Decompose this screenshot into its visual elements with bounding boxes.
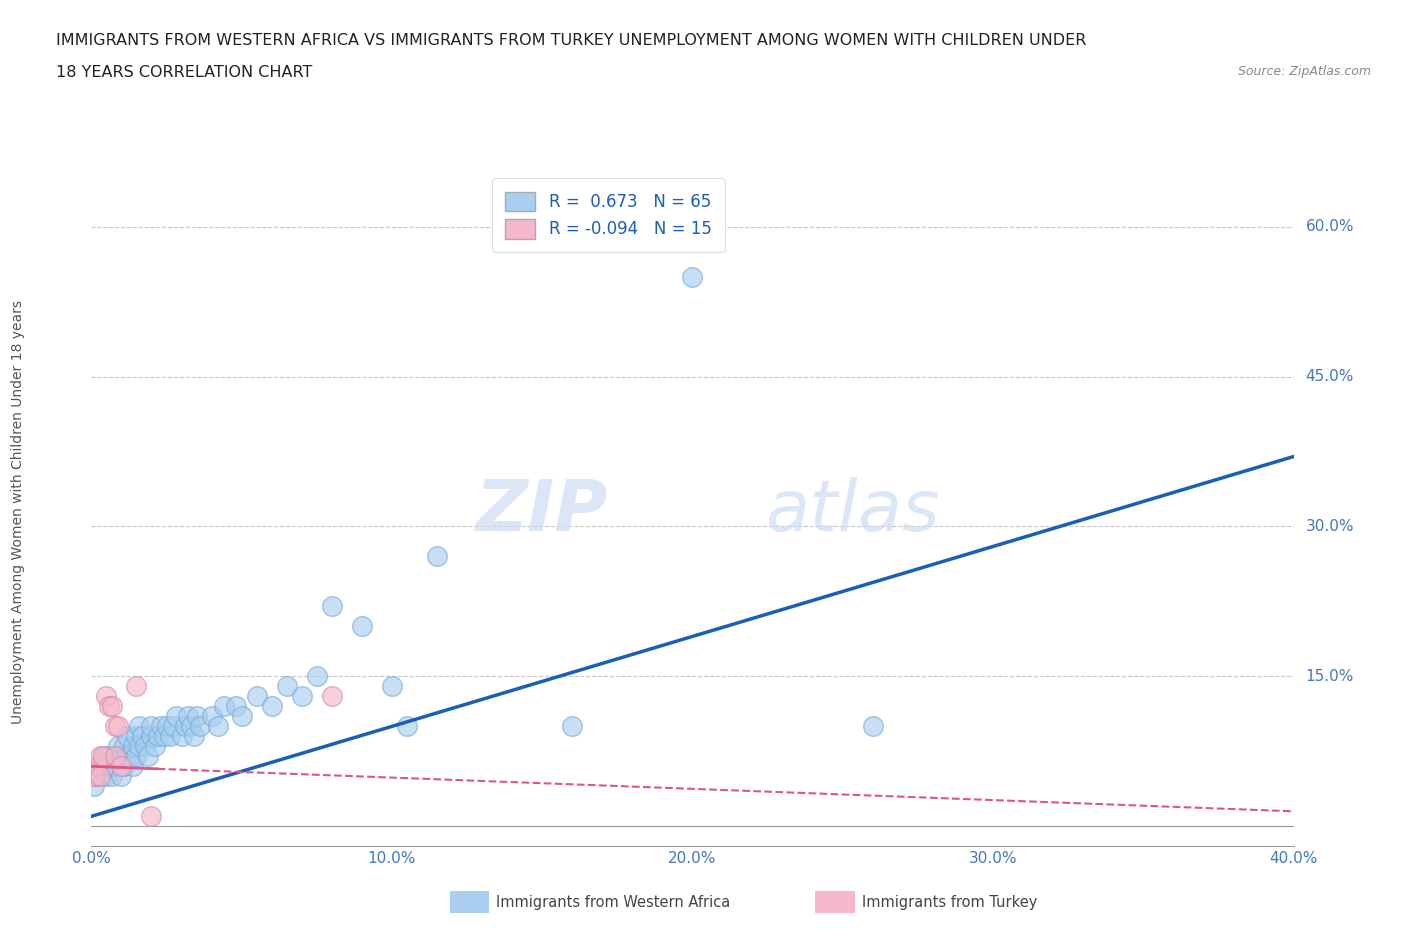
Point — [93, 759, 115, 774]
Point — [110, 759, 132, 774]
Point — [98, 759, 121, 774]
Point — [138, 749, 160, 764]
Point — [395, 719, 418, 734]
Point — [207, 719, 229, 734]
Point — [152, 729, 174, 744]
Point — [96, 769, 118, 784]
Point — [110, 749, 132, 764]
Point — [201, 709, 224, 724]
Point — [104, 749, 127, 764]
Point — [143, 739, 166, 754]
Point — [321, 689, 343, 704]
Point — [128, 739, 150, 754]
Point — [104, 719, 127, 734]
Point — [86, 759, 108, 774]
Point — [104, 759, 127, 774]
Legend: R =  0.673   N = 65, R = -0.094   N = 15: R = 0.673 N = 65, R = -0.094 N = 15 — [492, 179, 724, 252]
Point — [246, 689, 269, 704]
Point — [101, 759, 124, 774]
Point — [134, 739, 156, 754]
Point — [120, 749, 142, 764]
Point — [176, 709, 198, 724]
Point — [188, 719, 211, 734]
Point — [162, 719, 184, 734]
Text: Unemployment Among Women with Children Under 18 years: Unemployment Among Women with Children U… — [11, 299, 25, 724]
Text: 15.0%: 15.0% — [1306, 669, 1354, 684]
Text: 60.0%: 60.0% — [1306, 219, 1354, 234]
Point — [159, 729, 181, 744]
Point — [93, 749, 115, 764]
Point — [146, 729, 169, 744]
Point — [98, 749, 121, 764]
Point — [96, 689, 118, 704]
Point — [291, 689, 314, 704]
Point — [170, 729, 193, 744]
Text: atlas: atlas — [765, 477, 939, 546]
Text: IMMIGRANTS FROM WESTERN AFRICA VS IMMIGRANTS FROM TURKEY UNEMPLOYMENT AMONG WOME: IMMIGRANTS FROM WESTERN AFRICA VS IMMIGR… — [56, 33, 1087, 47]
Point — [426, 549, 449, 564]
Point — [125, 749, 148, 764]
Point — [131, 729, 153, 744]
Point — [155, 719, 177, 734]
Point — [350, 619, 373, 634]
Point — [561, 719, 583, 734]
Point — [305, 669, 328, 684]
Point — [862, 719, 884, 734]
Point — [83, 779, 105, 794]
Point — [98, 699, 121, 714]
Point — [128, 719, 150, 734]
Point — [122, 739, 145, 754]
Point — [212, 699, 235, 714]
Point — [107, 719, 129, 734]
Text: Source: ZipAtlas.com: Source: ZipAtlas.com — [1237, 65, 1371, 78]
Point — [122, 759, 145, 774]
Point — [117, 749, 139, 764]
Text: 45.0%: 45.0% — [1306, 369, 1354, 384]
Point — [86, 769, 108, 784]
Text: 18 YEARS CORRELATION CHART: 18 YEARS CORRELATION CHART — [56, 65, 312, 80]
Text: Immigrants from Turkey: Immigrants from Turkey — [862, 895, 1038, 910]
Point — [110, 769, 132, 784]
Point — [96, 749, 118, 764]
Point — [231, 709, 253, 724]
Point — [114, 739, 136, 754]
Point — [141, 729, 163, 744]
Point — [186, 709, 208, 724]
Point — [141, 719, 163, 734]
Point — [183, 729, 205, 744]
Point — [225, 699, 247, 714]
Point — [83, 769, 105, 784]
Point — [117, 729, 139, 744]
Point — [89, 759, 111, 774]
Point — [381, 679, 404, 694]
Point — [107, 749, 129, 764]
Point — [180, 719, 202, 734]
Point — [173, 719, 195, 734]
Text: Immigrants from Western Africa: Immigrants from Western Africa — [496, 895, 731, 910]
Point — [101, 699, 124, 714]
Point — [125, 729, 148, 744]
Point — [107, 739, 129, 754]
Text: ZIP: ZIP — [477, 477, 609, 546]
Point — [89, 749, 111, 764]
Point — [89, 769, 111, 784]
Point — [321, 599, 343, 614]
Point — [165, 709, 187, 724]
Point — [101, 769, 124, 784]
Point — [276, 679, 298, 694]
Point — [104, 749, 127, 764]
Point — [260, 699, 283, 714]
Point — [125, 679, 148, 694]
Point — [681, 269, 703, 284]
Point — [149, 719, 172, 734]
Text: 30.0%: 30.0% — [1306, 519, 1354, 534]
Point — [114, 759, 136, 774]
Point — [141, 809, 163, 824]
